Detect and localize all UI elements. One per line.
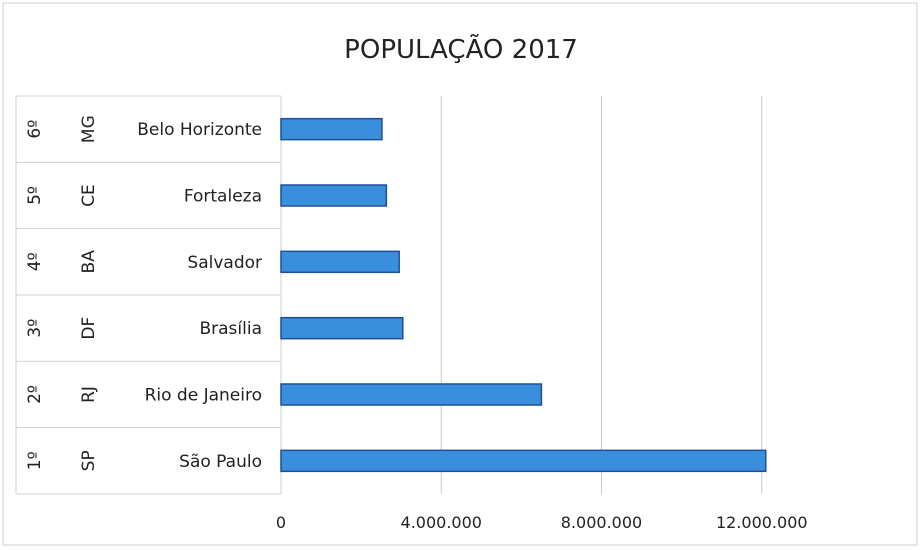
chart-title: POPULAÇÃO 2017 (344, 33, 578, 65)
category-label-layer: São Paulo SP 1º Rio de Janeiro RJ 2º Brasília D… (25, 115, 262, 472)
state-label-ce: CE (79, 184, 99, 207)
rank-label-ba: 4º (25, 252, 45, 271)
rank-label-ce: 5º (25, 186, 45, 205)
x-tick-label-0: 0 (276, 513, 286, 532)
bar-rj (280, 383, 543, 406)
bar-ce (280, 184, 388, 207)
bar-mg (280, 117, 383, 141)
x-tick-label-2: 8.000.000 (561, 513, 642, 532)
x-tick-layer: 0 4.000.000 8.000.000 12.000.000 (276, 513, 808, 532)
bar-ba (280, 250, 400, 274)
bar-df (280, 316, 404, 340)
state-label-df: DF (79, 317, 99, 340)
rank-label-sp: 1º (25, 451, 45, 470)
city-label-mg: Belo Horizonte (137, 120, 262, 140)
category-axis-table (15, 95, 282, 495)
state-label-ba: BA (79, 250, 99, 274)
city-label-sp: São Paulo (179, 452, 262, 472)
city-label-rj: Rio de Janeiro (145, 386, 262, 406)
rank-label-df: 3º (25, 319, 45, 338)
city-label-ba: Salvador (187, 253, 262, 273)
x-tick-label-1: 4.000.000 (401, 513, 482, 532)
state-label-sp: SP (79, 450, 99, 471)
city-label-ce: Fortaleza (184, 187, 262, 207)
bar-sp (280, 449, 767, 473)
rank-label-rj: 2º (25, 385, 45, 404)
bar-layer (280, 117, 767, 473)
rank-label-mg: 6º (25, 120, 45, 139)
grid-layer (440, 96, 763, 494)
city-label-df: Brasília (199, 319, 262, 339)
state-label-rj: RJ (79, 386, 99, 403)
state-label-mg: MG (79, 115, 99, 143)
x-tick-label-3: 12.000.000 (716, 513, 808, 532)
